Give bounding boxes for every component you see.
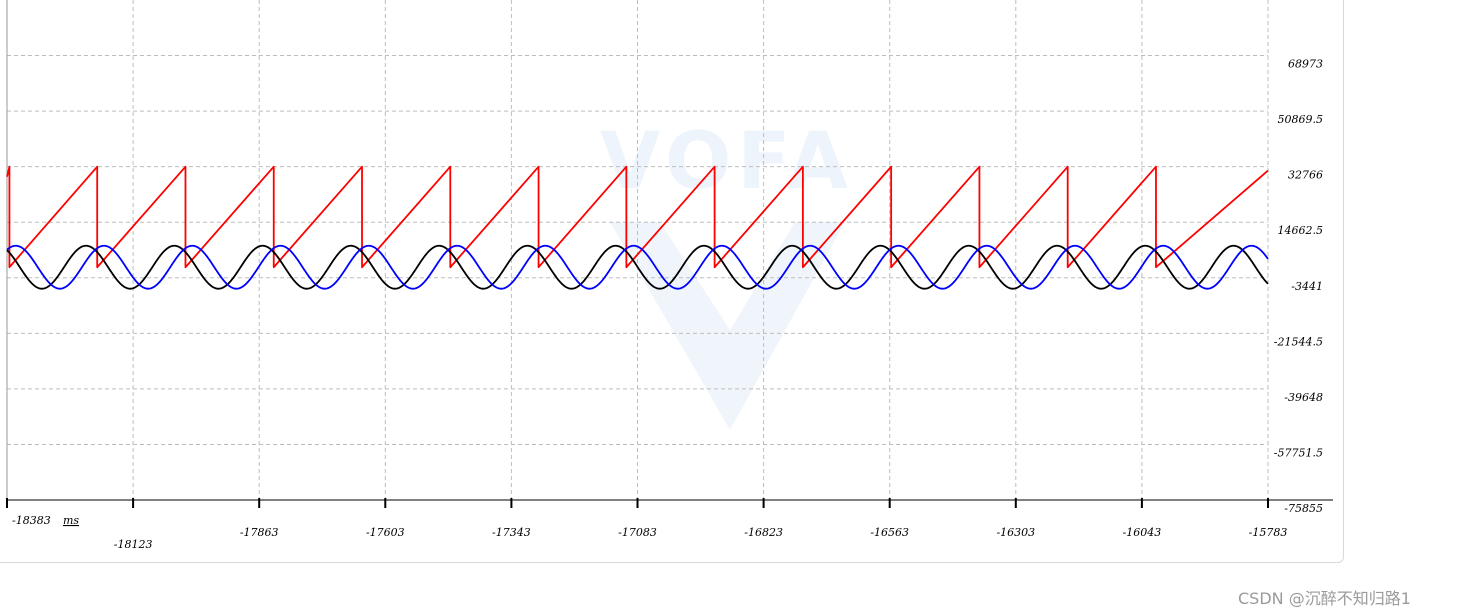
x-axis-unit-label: ms bbox=[63, 514, 79, 527]
series-0-line bbox=[6, 165, 1269, 269]
x-tick-label: -16303 bbox=[996, 526, 1035, 539]
y-tick-label: -21544.5 bbox=[1274, 335, 1323, 348]
plot-panel: VOFA -18383 -18123 -17863 -17603 -17343 -17083… bbox=[0, 0, 1344, 563]
x-tick-label: -17603 bbox=[366, 526, 405, 539]
series-2-line bbox=[6, 244, 1269, 290]
y-tick-label: -75855 bbox=[1284, 502, 1323, 515]
y-tick-label: 50869.5 bbox=[1278, 113, 1324, 126]
x-tick-label: -16563 bbox=[870, 526, 909, 539]
x-tick-label: -16823 bbox=[744, 526, 783, 539]
x-tick-label: -16043 bbox=[1123, 526, 1162, 539]
y-tick-label: 14662.5 bbox=[1278, 224, 1324, 237]
footer-credit: CSDN @沉醉不知归路1 bbox=[1238, 589, 1411, 608]
x-tick-label: -17343 bbox=[492, 526, 531, 539]
y-tick-label: -3441 bbox=[1291, 280, 1323, 293]
waveform-chart[interactable]: VOFA -18383 -18123 -17863 -17603 -17343 -17083… bbox=[0, 0, 1344, 563]
watermark-text: VOFA bbox=[600, 117, 854, 207]
series-1-line bbox=[6, 244, 1269, 290]
y-tick-label: 32766 bbox=[1288, 169, 1323, 182]
x-tick-label: -18383 bbox=[12, 514, 51, 527]
y-tick-label: -39648 bbox=[1284, 391, 1323, 404]
x-tick-label: -15783 bbox=[1249, 526, 1288, 539]
x-tick-label: -17863 bbox=[240, 526, 279, 539]
y-tick-label: -57751.5 bbox=[1274, 446, 1323, 459]
x-tick-label: -17083 bbox=[618, 526, 657, 539]
x-tick-label: -18123 bbox=[114, 538, 153, 551]
y-tick-label: 68973 bbox=[1288, 58, 1323, 71]
watermark-logo-inner-icon bbox=[660, 222, 795, 330]
